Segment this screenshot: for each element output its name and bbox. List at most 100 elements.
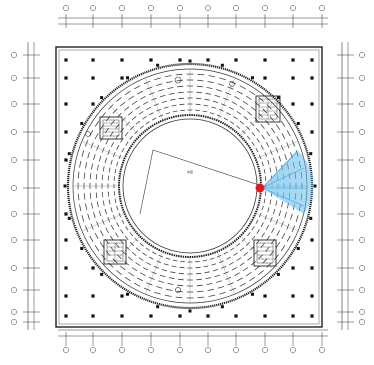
seat-row-mark <box>81 150 85 157</box>
axis-bubble <box>11 185 17 191</box>
seat-row-mark <box>167 87 174 89</box>
seat-row-mark <box>246 135 251 140</box>
stair-core-nw <box>99 116 123 140</box>
seat-row-mark <box>171 265 177 268</box>
seat-row-mark <box>172 259 178 262</box>
seat-row-mark <box>149 256 154 260</box>
seat-row-mark <box>196 284 203 287</box>
seat-row-mark <box>127 111 133 116</box>
seat-row-mark <box>214 94 221 98</box>
seat-row-mark <box>223 251 228 255</box>
column <box>206 314 210 318</box>
seat-row-mark <box>149 112 154 116</box>
axis-bubble <box>359 185 365 191</box>
seat-row-mark <box>251 235 256 241</box>
seat-row-mark <box>245 95 252 101</box>
seat-row-mark <box>211 106 217 109</box>
column <box>296 247 300 250</box>
seat-row-mark <box>145 121 150 125</box>
axis-bubble <box>11 211 17 217</box>
column <box>310 76 314 80</box>
seat-row-mark <box>215 89 223 92</box>
column <box>91 294 95 298</box>
seat-row-mark <box>98 155 102 162</box>
seat-row-mark <box>255 148 259 153</box>
seat-row-mark <box>203 265 209 268</box>
seat-row-mark <box>89 192 92 199</box>
seat-row-mark <box>236 242 241 247</box>
axis-bubble <box>359 211 365 217</box>
axis-bubble <box>205 347 211 353</box>
seat-row-mark <box>234 272 240 276</box>
column <box>310 102 314 106</box>
column <box>234 314 238 318</box>
seat-row-mark <box>124 261 130 266</box>
seat-row-mark <box>195 272 202 275</box>
seat-row-mark <box>271 139 275 145</box>
column <box>291 76 295 80</box>
seat-row-mark <box>231 267 237 271</box>
seat-row-mark <box>138 111 144 115</box>
seat-row-mark <box>134 85 141 90</box>
seat-row-mark <box>239 105 245 110</box>
axis-bubble <box>290 347 296 353</box>
seat-row-mark <box>142 116 147 120</box>
seat-row-mark <box>108 167 111 173</box>
seat-row-mark <box>278 210 282 217</box>
seat-row-mark <box>91 163 93 170</box>
seat-row-mark <box>265 224 270 230</box>
seat-row-mark <box>239 262 245 267</box>
seat-row-mark <box>165 112 171 115</box>
round-feature-left <box>85 131 91 137</box>
stair-core-se <box>253 239 277 267</box>
seat-row-mark <box>116 161 119 167</box>
building-inner-outline <box>58 49 320 325</box>
aisle-line <box>145 78 163 120</box>
aisle-line <box>107 236 140 269</box>
seat-row-mark <box>233 252 238 256</box>
seat-row-mark <box>159 94 166 98</box>
seat-row-mark <box>261 161 264 167</box>
aisle-line <box>256 141 298 159</box>
seat-row-mark <box>176 290 183 293</box>
seat-row-mark <box>208 294 216 297</box>
column <box>91 58 95 62</box>
seat-row-mark <box>101 191 104 198</box>
seat-row-mark <box>261 205 264 211</box>
seat-row-mark <box>280 120 286 127</box>
location-marker[interactable] <box>255 183 265 193</box>
seat-row-mark <box>271 227 275 233</box>
seat-row-mark <box>206 87 213 89</box>
seat-row-mark <box>211 263 217 266</box>
seat-row-mark <box>236 277 243 282</box>
seat-row-mark <box>275 200 278 206</box>
seat-row-mark <box>260 145 264 150</box>
seat-row-mark <box>256 138 260 143</box>
seat-row-mark <box>164 294 172 297</box>
seat-row-mark <box>175 73 183 76</box>
column <box>263 294 267 298</box>
column <box>234 58 238 62</box>
axis-bubble <box>262 5 268 11</box>
seat-row-mark <box>87 152 90 159</box>
seat-row-mark <box>233 116 238 120</box>
seat-row-mark <box>179 266 185 269</box>
seat-row-mark <box>102 166 105 172</box>
seat-row-mark <box>267 159 270 165</box>
seat-row-mark <box>129 232 134 237</box>
seat-row-mark <box>166 81 173 84</box>
column <box>156 305 160 309</box>
column <box>291 266 295 270</box>
seat-row-mark <box>230 121 235 125</box>
seat-row-mark <box>236 125 241 130</box>
seat-row-mark <box>284 211 287 219</box>
seat-row-mark <box>131 251 137 257</box>
seat-row-mark <box>258 270 264 276</box>
bottom-dimension-lines <box>58 329 328 353</box>
seat-row-mark <box>258 96 264 102</box>
seat-row-mark <box>139 125 144 130</box>
seat-row-mark <box>171 104 177 107</box>
seat-row-mark <box>239 282 246 287</box>
seat-row-mark <box>246 232 251 237</box>
